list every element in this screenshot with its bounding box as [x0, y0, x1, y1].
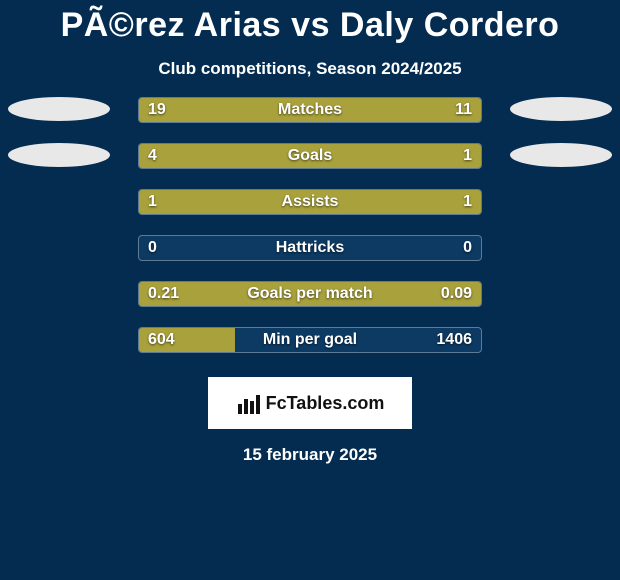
stat-bar-left-fill [139, 144, 399, 168]
stat-value-left: 4 [148, 143, 157, 169]
stat-bar-right-fill [310, 190, 481, 214]
stat-value-right: 11 [455, 97, 472, 123]
stat-row: 41Goals [0, 143, 620, 189]
stat-value-right: 1406 [436, 327, 472, 353]
stat-bar-left-fill [139, 98, 344, 122]
stat-value-left: 0.21 [148, 281, 179, 307]
stat-row: 6041406Min per goal [0, 327, 620, 373]
stat-row: 0.210.09Goals per match [0, 281, 620, 327]
stat-row: 1911Matches [0, 97, 620, 143]
bar-chart-icon [236, 392, 262, 414]
stat-bar [138, 143, 482, 169]
stat-value-right: 0 [463, 235, 472, 261]
page-title: PÃ©rez Arias vs Daly Cordero [0, 6, 620, 45]
stat-bar [138, 235, 482, 261]
date-label: 15 february 2025 [0, 445, 620, 465]
stats-rows: 1911Matches41Goals11Assists00Hattricks0.… [0, 97, 620, 373]
page-subtitle: Club competitions, Season 2024/2025 [0, 59, 620, 79]
stat-value-left: 604 [148, 327, 175, 353]
stat-value-left: 19 [148, 97, 166, 123]
logo-text: FcTables.com [266, 393, 385, 414]
stat-value-right: 0.09 [441, 281, 472, 307]
stat-value-left: 0 [148, 235, 157, 261]
player-avatar-left [8, 97, 110, 121]
player-avatar-right [510, 143, 612, 167]
stat-bar [138, 189, 482, 215]
stat-bar-left-fill [139, 190, 310, 214]
player-avatar-right [510, 97, 612, 121]
stat-row: 00Hattricks [0, 235, 620, 281]
stat-bar [138, 281, 482, 307]
stat-value-right: 1 [463, 189, 472, 215]
stat-bar-left-fill [139, 282, 481, 306]
stat-row: 11Assists [0, 189, 620, 235]
stat-bar [138, 97, 482, 123]
player-avatar-left [8, 143, 110, 167]
stat-bar [138, 327, 482, 353]
stat-value-right: 1 [463, 143, 472, 169]
logo-box[interactable]: FcTables.com [208, 377, 412, 429]
stat-value-left: 1 [148, 189, 157, 215]
comparison-card: PÃ©rez Arias vs Daly Cordero Club compet… [0, 0, 620, 465]
